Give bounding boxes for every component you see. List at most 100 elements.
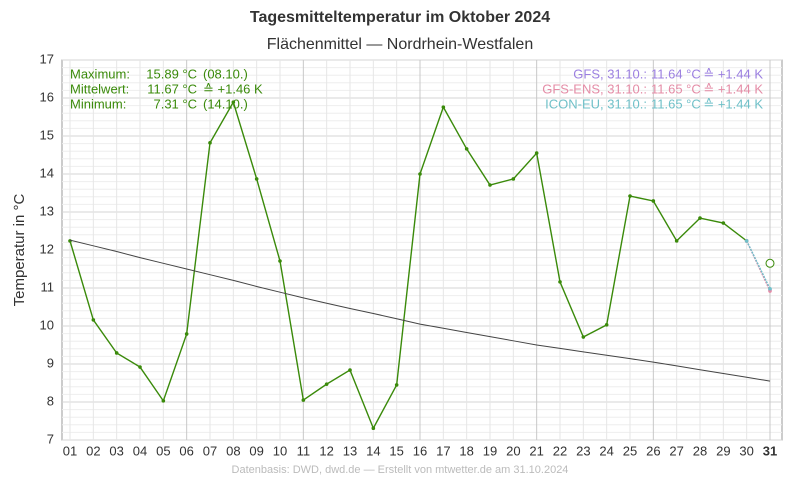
x-tick-label: 05 [156, 443, 170, 458]
x-tick-label: 10 [273, 443, 287, 458]
x-tick-label: 16 [413, 443, 427, 458]
data-point [674, 239, 679, 243]
x-tick-label: 13 [343, 443, 357, 458]
y-axis-label: Temperatur in °C [11, 193, 28, 306]
forecast-note: ≙ +1.44 K [703, 66, 763, 81]
stat-note: ≙ +1.46 K [203, 81, 263, 96]
y-tick-label: 15 [40, 127, 54, 142]
stat-label: Maximum: [70, 66, 130, 81]
x-tick-label: 30 [739, 443, 753, 458]
y-tick-label: 14 [40, 165, 54, 180]
data-point [231, 100, 236, 104]
chart-title: Tagesmitteltemperatur im Oktober 2024 [250, 9, 550, 26]
data-point [348, 368, 352, 372]
y-tick-label: 9 [47, 355, 54, 370]
x-tick-label: 07 [203, 443, 217, 458]
series-line [69, 100, 748, 430]
data-point [488, 183, 492, 187]
x-tick-label: 18 [459, 443, 473, 458]
x-tick-label: 17 [436, 443, 450, 458]
x-tick-label: 22 [553, 443, 567, 458]
data-point [371, 426, 376, 431]
x-tick-label: 06 [179, 443, 193, 458]
forecast-mean [765, 258, 775, 268]
data-point [558, 280, 562, 284]
x-tick-label: 29 [716, 443, 730, 458]
forecast-value: 11.64 °C [651, 66, 701, 81]
y-tick-label: 11 [41, 279, 55, 294]
data-point [138, 365, 142, 369]
forecast-note: ≙ +1.44 K [703, 96, 763, 111]
data-point [324, 382, 329, 386]
data-point [744, 239, 749, 243]
footer: Datenbasis: DWD, dwd.de — Erstellt von m… [232, 464, 569, 476]
data-point [581, 335, 586, 339]
data-point [534, 151, 539, 155]
data-point [278, 259, 282, 263]
x-tick-label: 20 [506, 443, 520, 458]
data-point [441, 105, 446, 109]
x-tick-label: 26 [646, 443, 660, 458]
forecast-label: GFS-ENS, 31.10.: [542, 81, 647, 96]
stats-legend: Maximum: 15.89 °C (08.10.) Mittelwert: 11.67… [70, 66, 263, 111]
stat-note: (14.10.) [203, 96, 248, 111]
x-tick-label: 11 [297, 443, 311, 458]
y-tick-label: 17 [40, 51, 54, 66]
data-point [208, 141, 212, 145]
data-point [604, 323, 609, 327]
x-tick-label: 01 [63, 443, 77, 458]
x-tick-label: 02 [86, 443, 100, 458]
y-tick-label: 8 [47, 393, 54, 408]
chart-subtitle: Flächenmittel — Nordrhein-Westfalen [267, 36, 533, 53]
stat-value: 15.89 °C [146, 66, 197, 81]
y-tick-label: 10 [40, 317, 54, 332]
x-tick-label: 25 [623, 443, 637, 458]
x-tick-label: 14 [366, 443, 380, 458]
data-point [394, 383, 399, 387]
x-tick-label: 15 [389, 443, 403, 458]
y-tick-label: 16 [40, 89, 54, 104]
stat-value: 7.31 °C [153, 96, 197, 111]
data-point [651, 199, 656, 203]
series-line [69, 239, 771, 382]
data-point [91, 318, 96, 322]
data-point [721, 221, 726, 225]
data-point [768, 286, 772, 291]
forecast-note: ≙ +1.44 K [703, 81, 763, 96]
x-tick-label: 28 [693, 443, 707, 458]
forecast-label: GFS, 31.10.: [573, 66, 647, 81]
stat-note: (08.10.) [203, 66, 248, 81]
x-tick-label: 12 [319, 443, 333, 458]
x-tick-label: 04 [133, 443, 147, 458]
x-tick-label: 09 [249, 443, 263, 458]
data-point [161, 399, 166, 403]
x-tick-label: 27 [669, 443, 683, 458]
y-tick-label: 13 [40, 203, 54, 218]
x-tick-label: 24 [599, 443, 613, 458]
x-tick-label: 08 [226, 443, 240, 458]
forecast-legend: GFS, 31.10.: 11.64 °C ≙ +1.44 K GFS-ENS, 31… [542, 66, 763, 111]
data-point [254, 177, 259, 181]
data-point [301, 398, 306, 402]
stat-label: Minimum: [70, 96, 126, 111]
forecast-value: 11.65 °C [651, 81, 701, 96]
forecast-label: ICON-EU, 31.10.: [545, 96, 647, 111]
x-tick-label: 19 [483, 443, 497, 458]
data-point [418, 172, 422, 176]
data-point [511, 177, 516, 181]
data-point [114, 351, 119, 355]
x-tick-label: 31 [763, 443, 777, 458]
x-tick-label: 23 [576, 443, 590, 458]
stat-label: Mittelwert: [70, 81, 129, 96]
x-tick-label: 21 [529, 443, 543, 458]
data-point [628, 194, 632, 198]
y-tick-label: 7 [47, 431, 54, 446]
data-point [184, 332, 189, 336]
data-point [698, 216, 702, 220]
stat-value: 11.67 °C [147, 81, 197, 96]
data-point [464, 147, 469, 151]
y-tick-label: 12 [40, 241, 54, 256]
x-tick-label: 03 [109, 443, 123, 458]
